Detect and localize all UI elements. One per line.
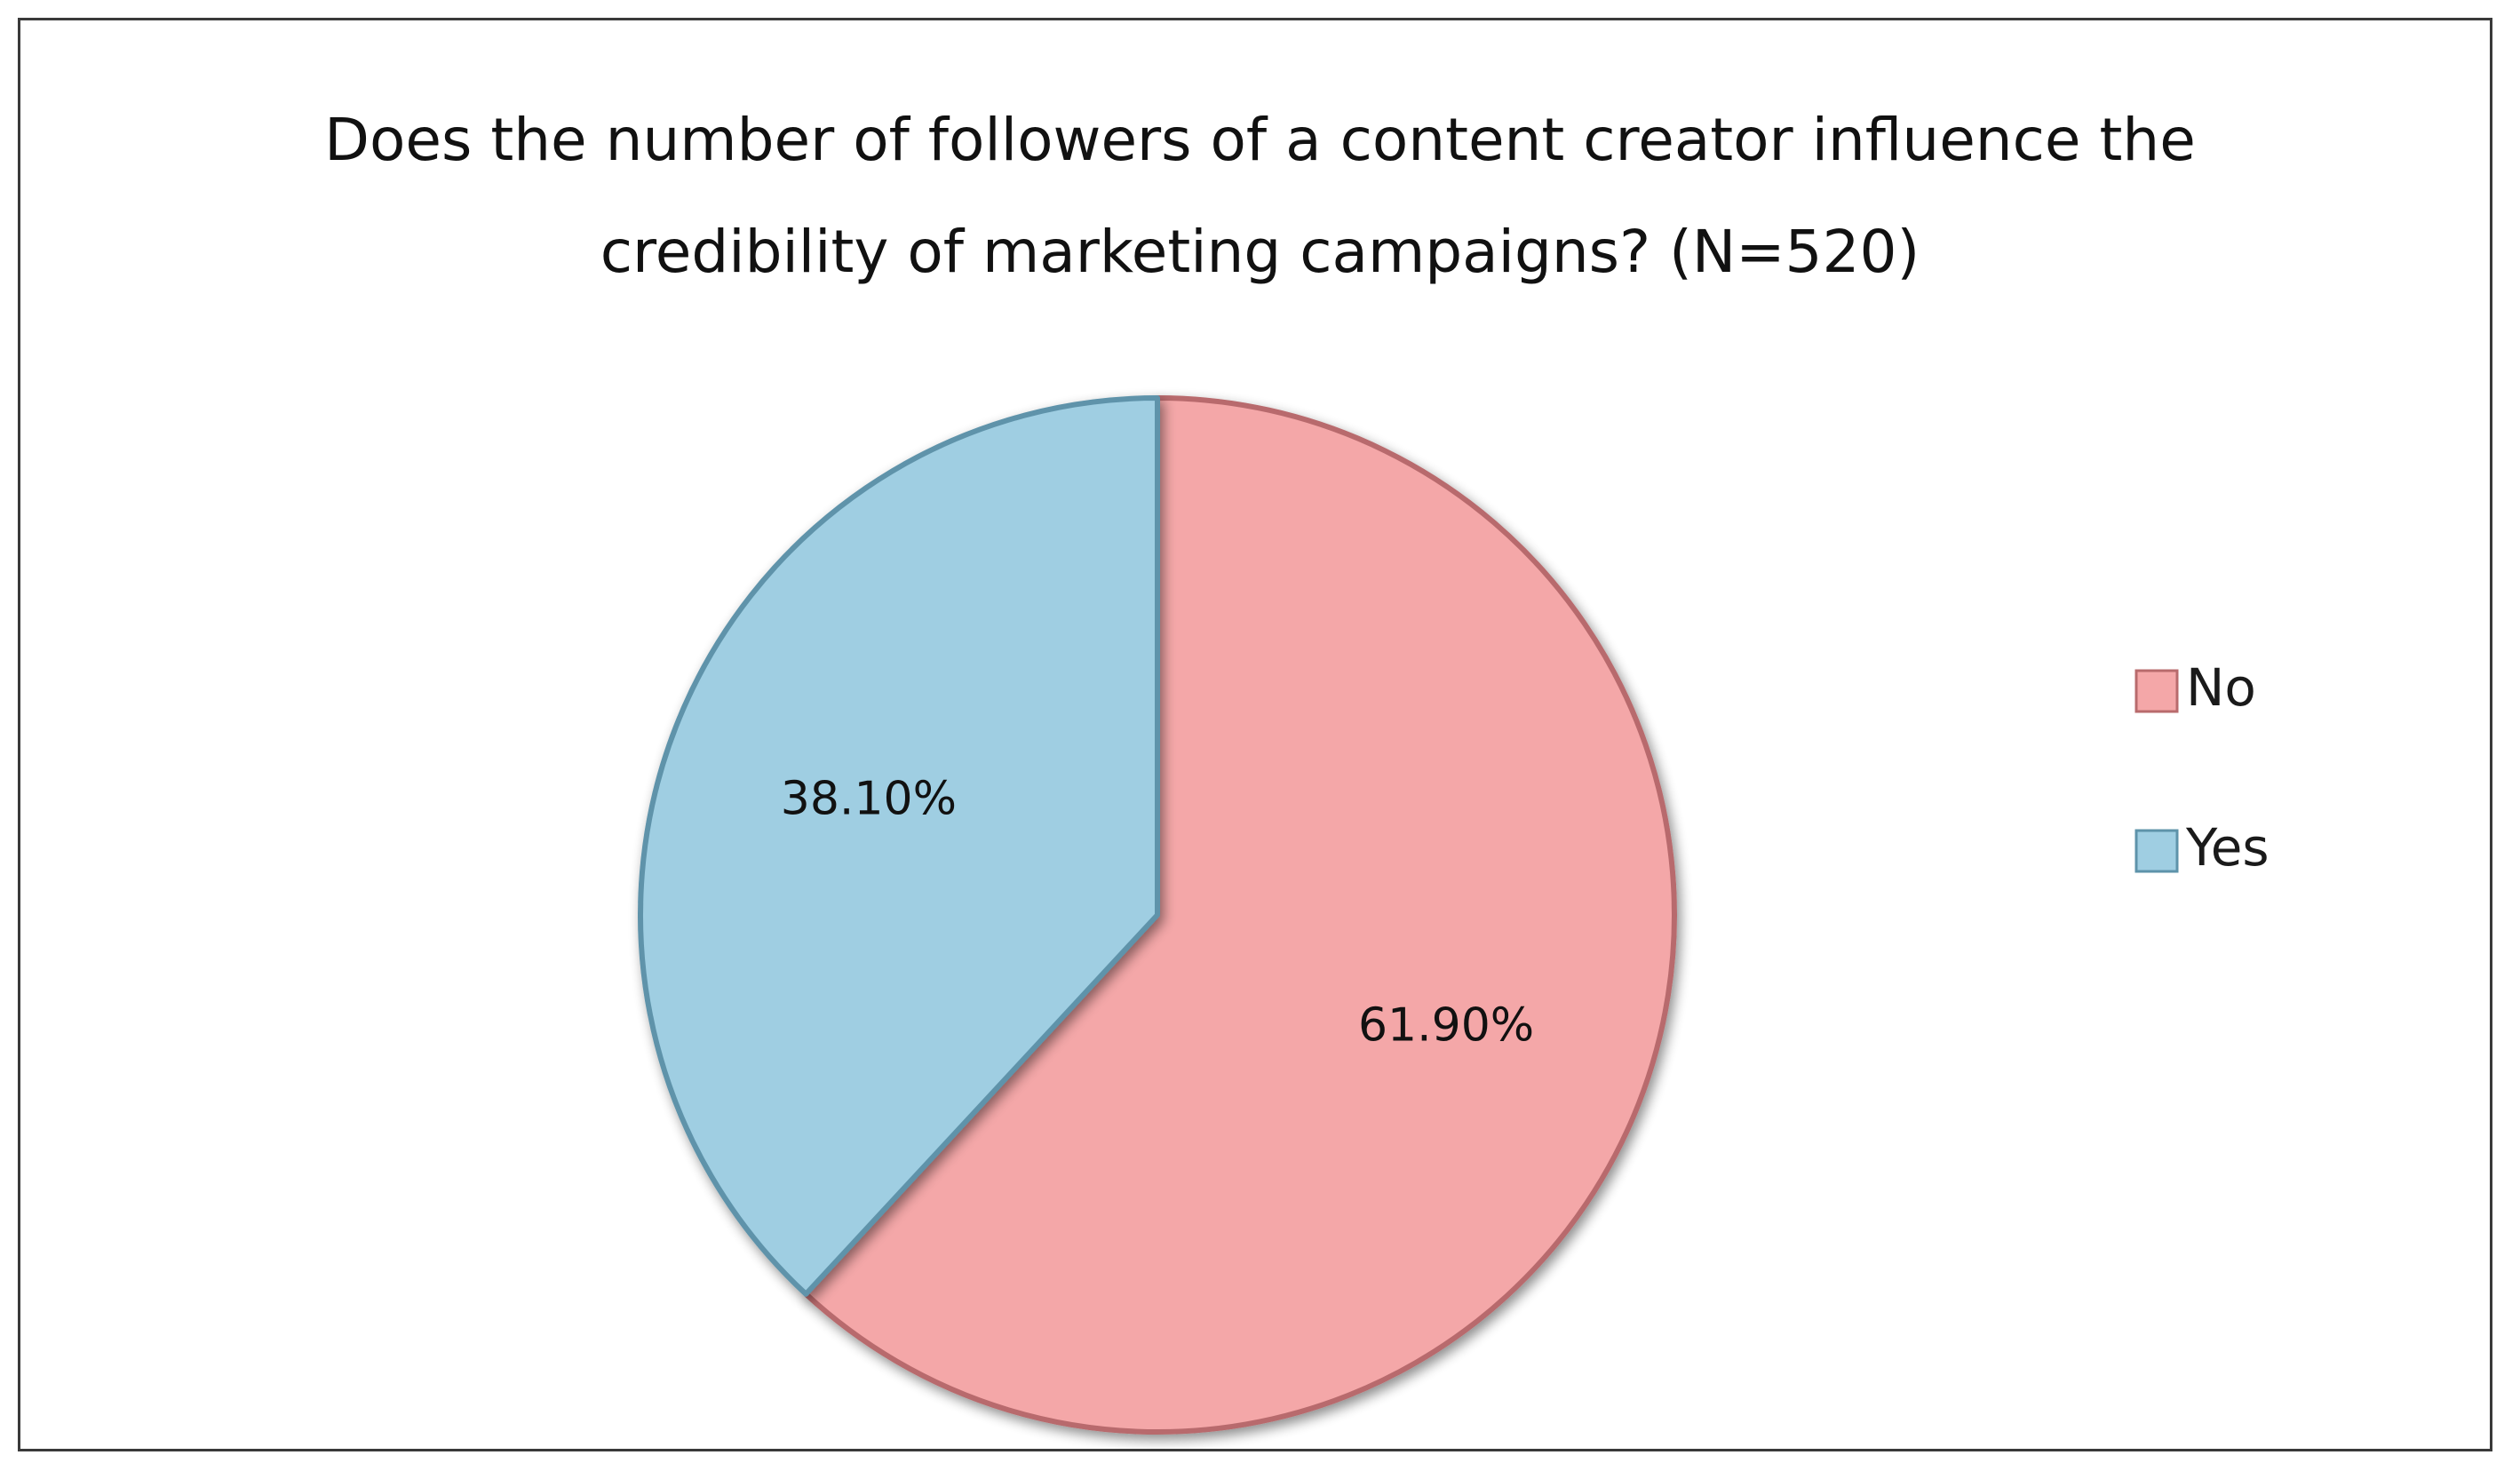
chart-title: Does the number of followers of a conten… xyxy=(0,84,2520,308)
pie-slices xyxy=(638,395,1677,1435)
legend-label-yes: Yes xyxy=(2185,817,2270,878)
pie-slice-no xyxy=(803,395,1677,1435)
chart-title-question: credibility of marketing campaigns? xyxy=(600,218,1651,286)
legend-swatch-yes xyxy=(2134,829,2179,873)
legend-item-yes: Yes xyxy=(2134,817,2270,878)
legend: No Yes xyxy=(2134,657,2270,878)
pie-slice-yes xyxy=(638,395,1160,1297)
legend-swatch-no xyxy=(2134,669,2179,713)
pie-data-labels: 61.90% 38.10% xyxy=(781,772,1534,1052)
chart-title-sample-size: (N=520) xyxy=(1650,218,1920,286)
legend-item-no: No xyxy=(2134,657,2256,718)
data-label-no: 61.90% xyxy=(1358,999,1534,1053)
chart-title-line-2: credibility of marketing campaigns? (N=5… xyxy=(0,196,2520,308)
legend-label-no: No xyxy=(2186,657,2256,718)
chart-title-line-1: Does the number of followers of a conten… xyxy=(324,106,2196,174)
data-label-yes: 38.10% xyxy=(781,772,957,825)
